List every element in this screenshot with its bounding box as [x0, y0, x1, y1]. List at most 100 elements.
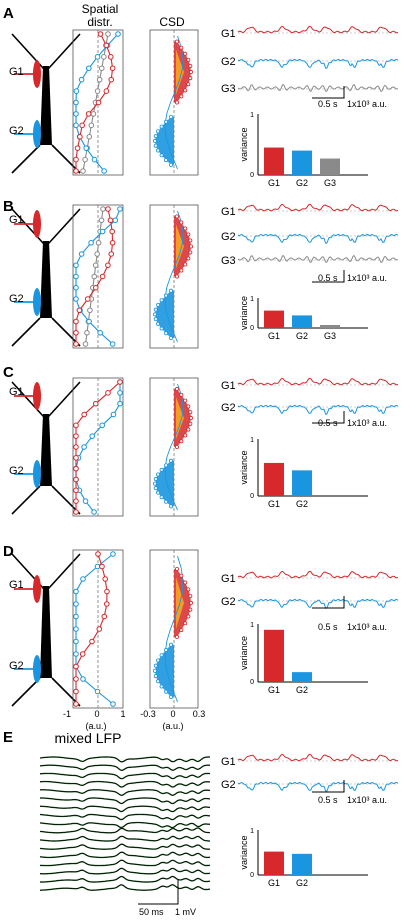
g1-profile-marker [81, 411, 87, 418]
lfp-amp-scale: 1 mV [175, 907, 196, 917]
bar-g2 [292, 150, 312, 175]
trace-label-g1-e: G1 [221, 756, 236, 768]
bar-ytick-top: 1 [250, 437, 254, 444]
g1-profile-marker [99, 563, 105, 570]
csd-marker [174, 274, 179, 279]
lfp-trace [237, 58, 399, 70]
panel-label-e: E [3, 729, 13, 746]
bar-label-g2: G2 [296, 685, 308, 695]
g2-profile-marker [73, 601, 79, 607]
spatial-header-line2: distr. [87, 15, 112, 29]
synapse-blob [33, 60, 41, 88]
csd-marker [159, 467, 164, 472]
g2-profile-marker [83, 145, 89, 151]
csd-unit: (a.u.) [162, 721, 183, 731]
scale-bar [312, 270, 345, 283]
csd-marker [188, 600, 193, 605]
trace-label-g3-a: G3 [221, 83, 236, 95]
csd-marker [174, 566, 179, 571]
panel-label-c: C [3, 364, 14, 381]
g2-profile-marker [117, 400, 123, 407]
synapse-blob [33, 575, 41, 603]
mixed-lfp-trace [40, 876, 211, 883]
mixed-lfp-trace [39, 773, 211, 780]
bar-g2 [292, 315, 312, 328]
mixed-lfp-trace [40, 867, 211, 875]
csd-marker [153, 317, 158, 322]
csd-marker [159, 298, 164, 303]
csd-marker [168, 288, 173, 293]
g3-profile-marker [95, 239, 102, 246]
bar-ytick-bottom: 0 [250, 325, 254, 332]
bar-label-g2: G2 [296, 499, 308, 509]
trace-label-g1-b: G1 [221, 206, 236, 218]
mixed-lfp-green [39, 859, 211, 867]
csd-marker [188, 63, 193, 68]
csd-marker [159, 326, 164, 331]
time-scale-d: 0.5 s [318, 622, 338, 632]
lfp-trace [237, 25, 399, 34]
mixed-lfp-trace [39, 789, 211, 796]
neuron-label-g1-d: G1 [9, 579, 24, 591]
trace-label-g1-c: G1 [221, 380, 236, 392]
csd-marker [156, 321, 161, 326]
csd-marker [153, 674, 158, 679]
g1-profile-marker [104, 588, 110, 595]
csd-marker [179, 268, 184, 273]
mixed-lfp-green [40, 867, 211, 875]
g2-profile-marker [112, 217, 119, 224]
csd-marker [164, 293, 169, 298]
g1-profile-marker [73, 476, 79, 483]
amp-scale-b: 1x10³ a.u. [347, 273, 387, 283]
bar-ylabel: variance [239, 450, 249, 484]
scale-bar [312, 780, 345, 793]
g2-profile-marker [117, 206, 123, 212]
csd-marker [186, 82, 191, 87]
csd-marker [186, 404, 191, 409]
csd-marker [159, 495, 164, 500]
csd-tick-pos: 0.3 [193, 709, 206, 719]
g1-profile-marker [73, 465, 79, 472]
g1-profile-marker [73, 676, 79, 682]
spatial-tick-0: 0 [94, 709, 99, 719]
g1-profile-marker [79, 122, 85, 129]
g2-profile-marker [110, 701, 116, 707]
synapse-blob [33, 210, 41, 238]
time-scale-c: 0.5 s [318, 418, 338, 428]
bar-ylabel: variance [239, 636, 249, 670]
csd-marker [179, 439, 184, 444]
g1-profile-marker [107, 217, 114, 224]
csd-marker [159, 653, 164, 658]
csd-header: CSD [159, 15, 185, 29]
g3-profile-marker [90, 111, 97, 117]
mixed-lfp-trace [39, 805, 211, 812]
basal-dendrite [11, 485, 81, 515]
g1-profile-marker [85, 111, 92, 117]
amp-scale-a: 1x10³ a.u. [347, 99, 387, 109]
csd-marker [168, 642, 173, 647]
csd-trace [164, 383, 184, 511]
bar-ytick-top: 1 [250, 828, 254, 835]
csd-marker [168, 504, 173, 509]
g1-profile-marker [108, 76, 115, 83]
g3-profile-marker [88, 122, 95, 129]
neuron-label-g2-b: G2 [9, 293, 24, 305]
mixed-lfp-trace [39, 822, 211, 829]
spatial-tick-neg1: -1 [63, 709, 71, 719]
bar-ytick-bottom: 0 [250, 493, 254, 500]
mixed-lfp-green [40, 875, 211, 883]
g1-profile-marker [109, 228, 116, 235]
bar-ytick-bottom: 0 [250, 172, 254, 179]
g2-profile-marker [73, 588, 79, 595]
g3-profile-marker [94, 88, 101, 94]
g1-profile-marker [101, 613, 108, 620]
csd-marker [188, 416, 193, 421]
g1-profile-marker [95, 551, 101, 557]
lfp-time-scale: 50 ms [139, 907, 164, 917]
g2-profile-marker [73, 296, 79, 302]
g1-profile-marker [96, 626, 103, 632]
g2-profile-marker [99, 228, 106, 235]
mixed-lfp-trace [39, 859, 211, 866]
bar-g1 [264, 310, 284, 328]
